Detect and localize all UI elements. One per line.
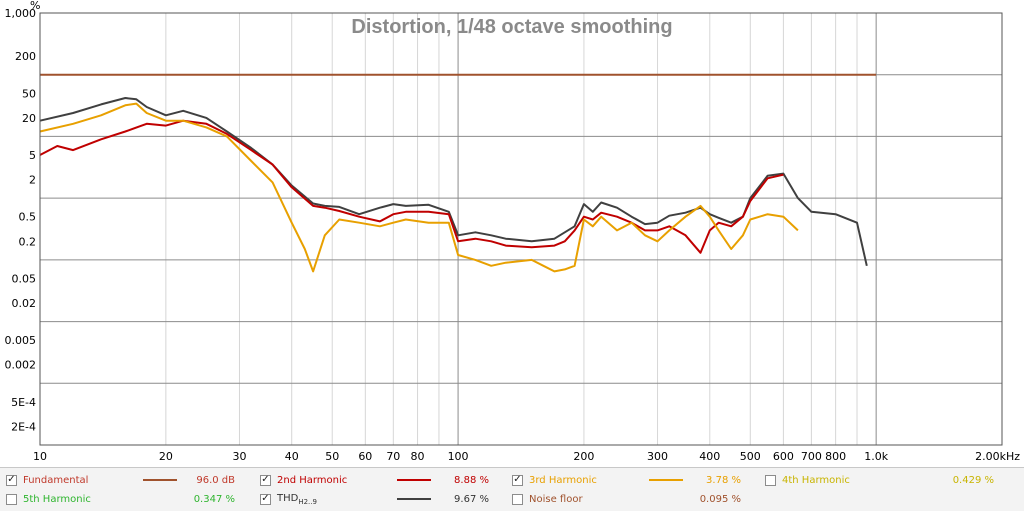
y-tick-label: 20 [22, 112, 36, 125]
x-tick-label: 60 [358, 450, 372, 463]
y-tick-label: 2 [29, 174, 36, 187]
x-tick-label: 200 [573, 450, 594, 463]
legend-value: 0.347 % [193, 493, 235, 505]
legend-checkbox-thd[interactable]: ✓ [260, 493, 271, 505]
y-tick-label: 200 [15, 50, 36, 63]
legend-item-2nd-harmonic: ✓ 2nd Harmonic 8.88 % [260, 471, 489, 489]
x-tick-label: 50 [325, 450, 339, 463]
legend-swatch [397, 498, 431, 500]
y-tick-label: 5 [29, 149, 36, 162]
x-tick-label: 500 [740, 450, 761, 463]
x-tick-labels: 10 20 30 40 50 60 70 80 100 200 300 400 500 600 700 800… [33, 450, 1020, 463]
legend-checkbox-2nd-harmonic[interactable]: ✓ [260, 474, 271, 486]
series-line-3rd-harmonic [39, 102, 799, 273]
legend-item-3rd-harmonic: ✓ 3rd Harmonic 3.78 % [512, 471, 741, 489]
x-tick-label: 30 [232, 450, 246, 463]
x-tick-label: 700 [801, 450, 822, 463]
series-line-thd [39, 97, 868, 267]
legend-swatch [143, 479, 177, 481]
legend-swatch [143, 498, 177, 500]
legend-checkbox-4th-harmonic[interactable] [765, 474, 776, 486]
x-tick-label: 40 [285, 450, 299, 463]
legend-value: 9.67 % [454, 493, 489, 505]
x-tick-label: 800 [825, 450, 846, 463]
legend-label: 4th Harmonic [782, 474, 850, 486]
legend-value: 96.0 dB [196, 474, 235, 486]
legend-label: 5th Harmonic [23, 493, 91, 505]
legend-label-subscript: H2..9 [298, 497, 317, 506]
legend-item-thd: ✓ THDH2..9 9.67 % [260, 490, 489, 508]
legend-checkbox-5th-harmonic[interactable] [6, 493, 17, 505]
y-tick-label: 0.5 [19, 211, 37, 224]
distortion-chart: 1,000 200 50 20 5 2 0.5 0.2 0.05 0.02 0.005 0.002 5E… [5, 0, 1021, 463]
legend-item-4th-harmonic: 4th Harmonic 0.429 % [765, 471, 994, 489]
x-tick-label: 70 [386, 450, 400, 463]
y-tick-label: 50 [22, 87, 36, 100]
plot-frame [39, 12, 1003, 446]
legend-checkbox-3rd-harmonic[interactable]: ✓ [512, 474, 523, 486]
x-tick-label: 80 [411, 450, 425, 463]
x-tick-label: 100 [448, 450, 469, 463]
x-tick-label: 2.00kHz [975, 450, 1020, 463]
legend-item-fundamental: ✓ Fundamental 96.0 dB [6, 471, 235, 489]
y-tick-label: 1,000 [5, 7, 37, 20]
legend-label: 2nd Harmonic [277, 474, 348, 486]
legend-value: 8.88 % [454, 474, 489, 486]
legend-label: 3rd Harmonic [529, 474, 597, 486]
legend-swatch [649, 498, 683, 500]
legend-item-noise-floor: Noise floor 0.095 % [512, 490, 741, 508]
y-tick-label: 5E-4 [11, 396, 36, 409]
y-tick-labels: 1,000 200 50 20 5 2 0.5 0.2 0.05 0.02 0.005 0.002 5E… [5, 7, 37, 433]
legend-label: Fundamental [23, 474, 89, 486]
legend-panel: ✓ Fundamental 96.0 dB ✓ 2nd Harmonic 8.88 % ✓ 3… [0, 467, 1024, 511]
y-tick-label: 0.2 [19, 235, 37, 248]
x-tick-label: 300 [647, 450, 668, 463]
chart-title: Distortion, 1/48 octave smoothing [351, 16, 672, 38]
series-line-2nd-harmonic [39, 119, 784, 254]
legend-swatch [397, 479, 431, 481]
legend-value: 3.78 % [706, 474, 741, 486]
legend-value: 0.095 % [699, 493, 741, 505]
x-tick-label: 20 [159, 450, 173, 463]
y-tick-label: 0.005 [5, 334, 37, 347]
y-tick-label: 0.02 [12, 297, 37, 310]
legend-item-5th-harmonic: 5th Harmonic 0.347 % [6, 490, 235, 508]
y-tick-label: 0.002 [5, 359, 37, 372]
legend-value: 0.429 % [952, 474, 994, 486]
x-tick-label: 1.0k [864, 450, 888, 463]
y-tick-label: 0.05 [12, 272, 37, 285]
legend-checkbox-noise-floor[interactable] [512, 493, 523, 505]
legend-label: Noise floor [529, 493, 583, 505]
x-tick-label: 400 [699, 450, 720, 463]
y-tick-label: 2E-4 [11, 420, 36, 433]
y-unit-label: % [30, 0, 40, 12]
legend-swatch [649, 479, 683, 481]
legend-swatch [902, 479, 936, 481]
x-tick-label: 10 [33, 450, 47, 463]
legend-checkbox-fundamental[interactable]: ✓ [6, 474, 17, 486]
series-layer [39, 73, 877, 273]
legend-label: THDH2..9 [277, 492, 317, 506]
x-tick-label: 600 [773, 450, 794, 463]
